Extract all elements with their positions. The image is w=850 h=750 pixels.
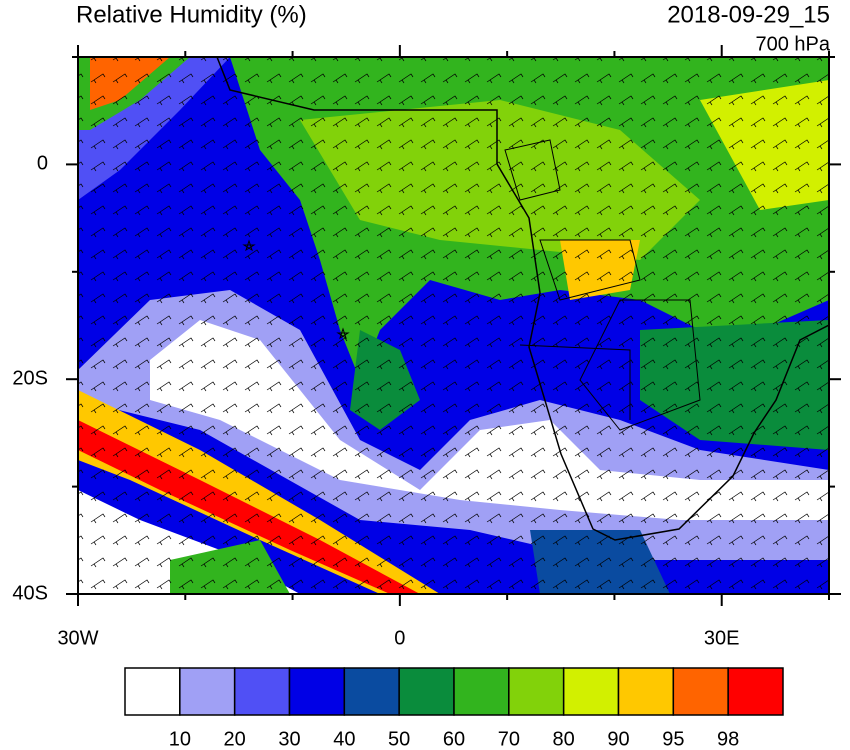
x-tick-label: 30W bbox=[57, 627, 98, 649]
y-tick-label: 20S bbox=[12, 367, 48, 389]
colorbar-label: 90 bbox=[607, 728, 629, 750]
colorbar-label: 98 bbox=[717, 728, 739, 750]
colorbar-box bbox=[288, 667, 346, 716]
colorbar-label: 10 bbox=[169, 728, 191, 750]
colorbar-label: 80 bbox=[553, 728, 575, 750]
colorbar-box bbox=[179, 667, 236, 716]
map-frame bbox=[77, 56, 830, 595]
colorbar-box bbox=[562, 667, 620, 716]
colorbar-box bbox=[617, 667, 675, 716]
colorbar-label: 50 bbox=[388, 728, 410, 750]
colorbar-label: 40 bbox=[333, 728, 355, 750]
y-tick-label: 0 bbox=[37, 153, 48, 175]
pressure-level: 700 hPa bbox=[755, 33, 830, 55]
colorbar-label: 20 bbox=[224, 728, 246, 750]
colorbar-box bbox=[233, 667, 291, 716]
colorbar-box bbox=[124, 667, 181, 716]
colorbar-box bbox=[672, 667, 729, 716]
colorbar-label: 95 bbox=[662, 728, 684, 750]
title: Relative Humidity (%) bbox=[76, 1, 307, 28]
colorbar-box bbox=[343, 667, 400, 716]
colorbar-box bbox=[727, 667, 784, 716]
y-tick-label: 40S bbox=[12, 582, 48, 604]
x-tick-label: 0 bbox=[394, 627, 405, 649]
colorbar-box bbox=[398, 667, 455, 716]
colorbar-box bbox=[453, 667, 510, 716]
colorbar-label: 60 bbox=[443, 728, 465, 750]
colorbar-label: 30 bbox=[278, 728, 300, 750]
x-tick-label: 30E bbox=[704, 627, 740, 649]
valid-time: 2018-09-29_15 bbox=[667, 1, 830, 28]
colorbar-label: 70 bbox=[498, 728, 520, 750]
humidity-field bbox=[78, 57, 829, 594]
colorbar-box bbox=[508, 667, 565, 716]
